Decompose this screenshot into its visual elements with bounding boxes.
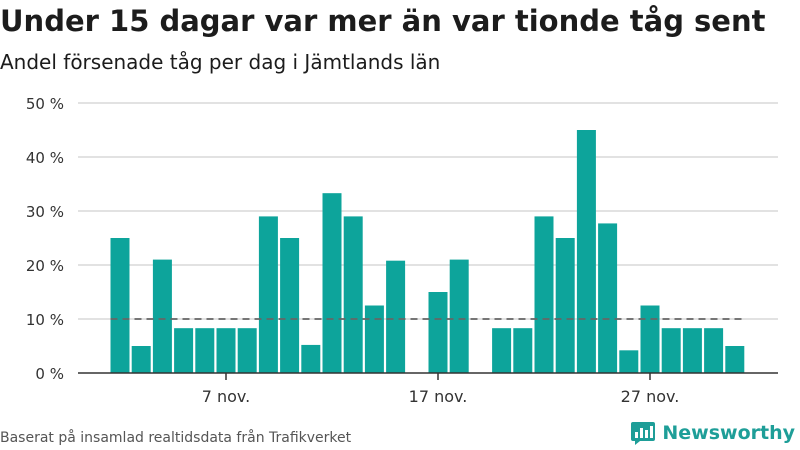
bar (576, 130, 596, 373)
bar (449, 259, 469, 373)
bar (725, 346, 745, 373)
newsworthy-logo-icon (631, 422, 656, 445)
y-axis-labels: 0 % 10 % 20 % 30 % 40 % 50 % (26, 95, 64, 383)
bar (364, 305, 384, 373)
x-axis: 7 nov. 17 nov. 27 nov. (78, 372, 778, 406)
bar (640, 305, 660, 373)
y-tick-label: 50 % (26, 95, 64, 113)
y-tick-label: 0 % (35, 365, 64, 383)
bar (110, 238, 130, 373)
y-tick-label: 20 % (26, 257, 64, 275)
bar (661, 328, 681, 373)
bar (152, 259, 172, 373)
chart-subtitle: Andel försenade tåg per dag i Jämtlands … (0, 50, 441, 74)
x-tick-label: 27 nov. (621, 387, 680, 406)
bar (343, 216, 363, 373)
y-tick-label: 10 % (26, 311, 64, 329)
bar (428, 292, 448, 373)
bar (322, 193, 342, 373)
bar (598, 223, 618, 373)
source-note: Baserat på insamlad realtidsdata från Tr… (0, 430, 352, 446)
chart-title: Under 15 dagar var mer än var tionde tåg… (0, 4, 766, 38)
brand-logo: Newsworthy (630, 420, 795, 446)
bar (237, 328, 257, 373)
bar (513, 328, 533, 373)
bar (174, 328, 194, 373)
bar (386, 260, 406, 373)
bar (492, 328, 512, 373)
bar (280, 238, 300, 373)
bars (110, 130, 745, 373)
bar (195, 328, 215, 373)
y-tick-label: 40 % (26, 149, 64, 167)
bar (704, 328, 724, 373)
brand-name: Newsworthy (662, 422, 795, 444)
x-tick-label: 17 nov. (409, 387, 468, 406)
y-tick-label: 30 % (26, 203, 64, 221)
bar (131, 346, 151, 373)
bar (216, 328, 236, 373)
bar (619, 350, 639, 373)
bar (682, 328, 702, 373)
bar (258, 216, 278, 373)
grid-lines (78, 102, 778, 320)
bar (534, 216, 554, 373)
x-tick-label: 7 nov. (202, 387, 251, 406)
bar (555, 238, 575, 373)
bar (301, 344, 321, 373)
